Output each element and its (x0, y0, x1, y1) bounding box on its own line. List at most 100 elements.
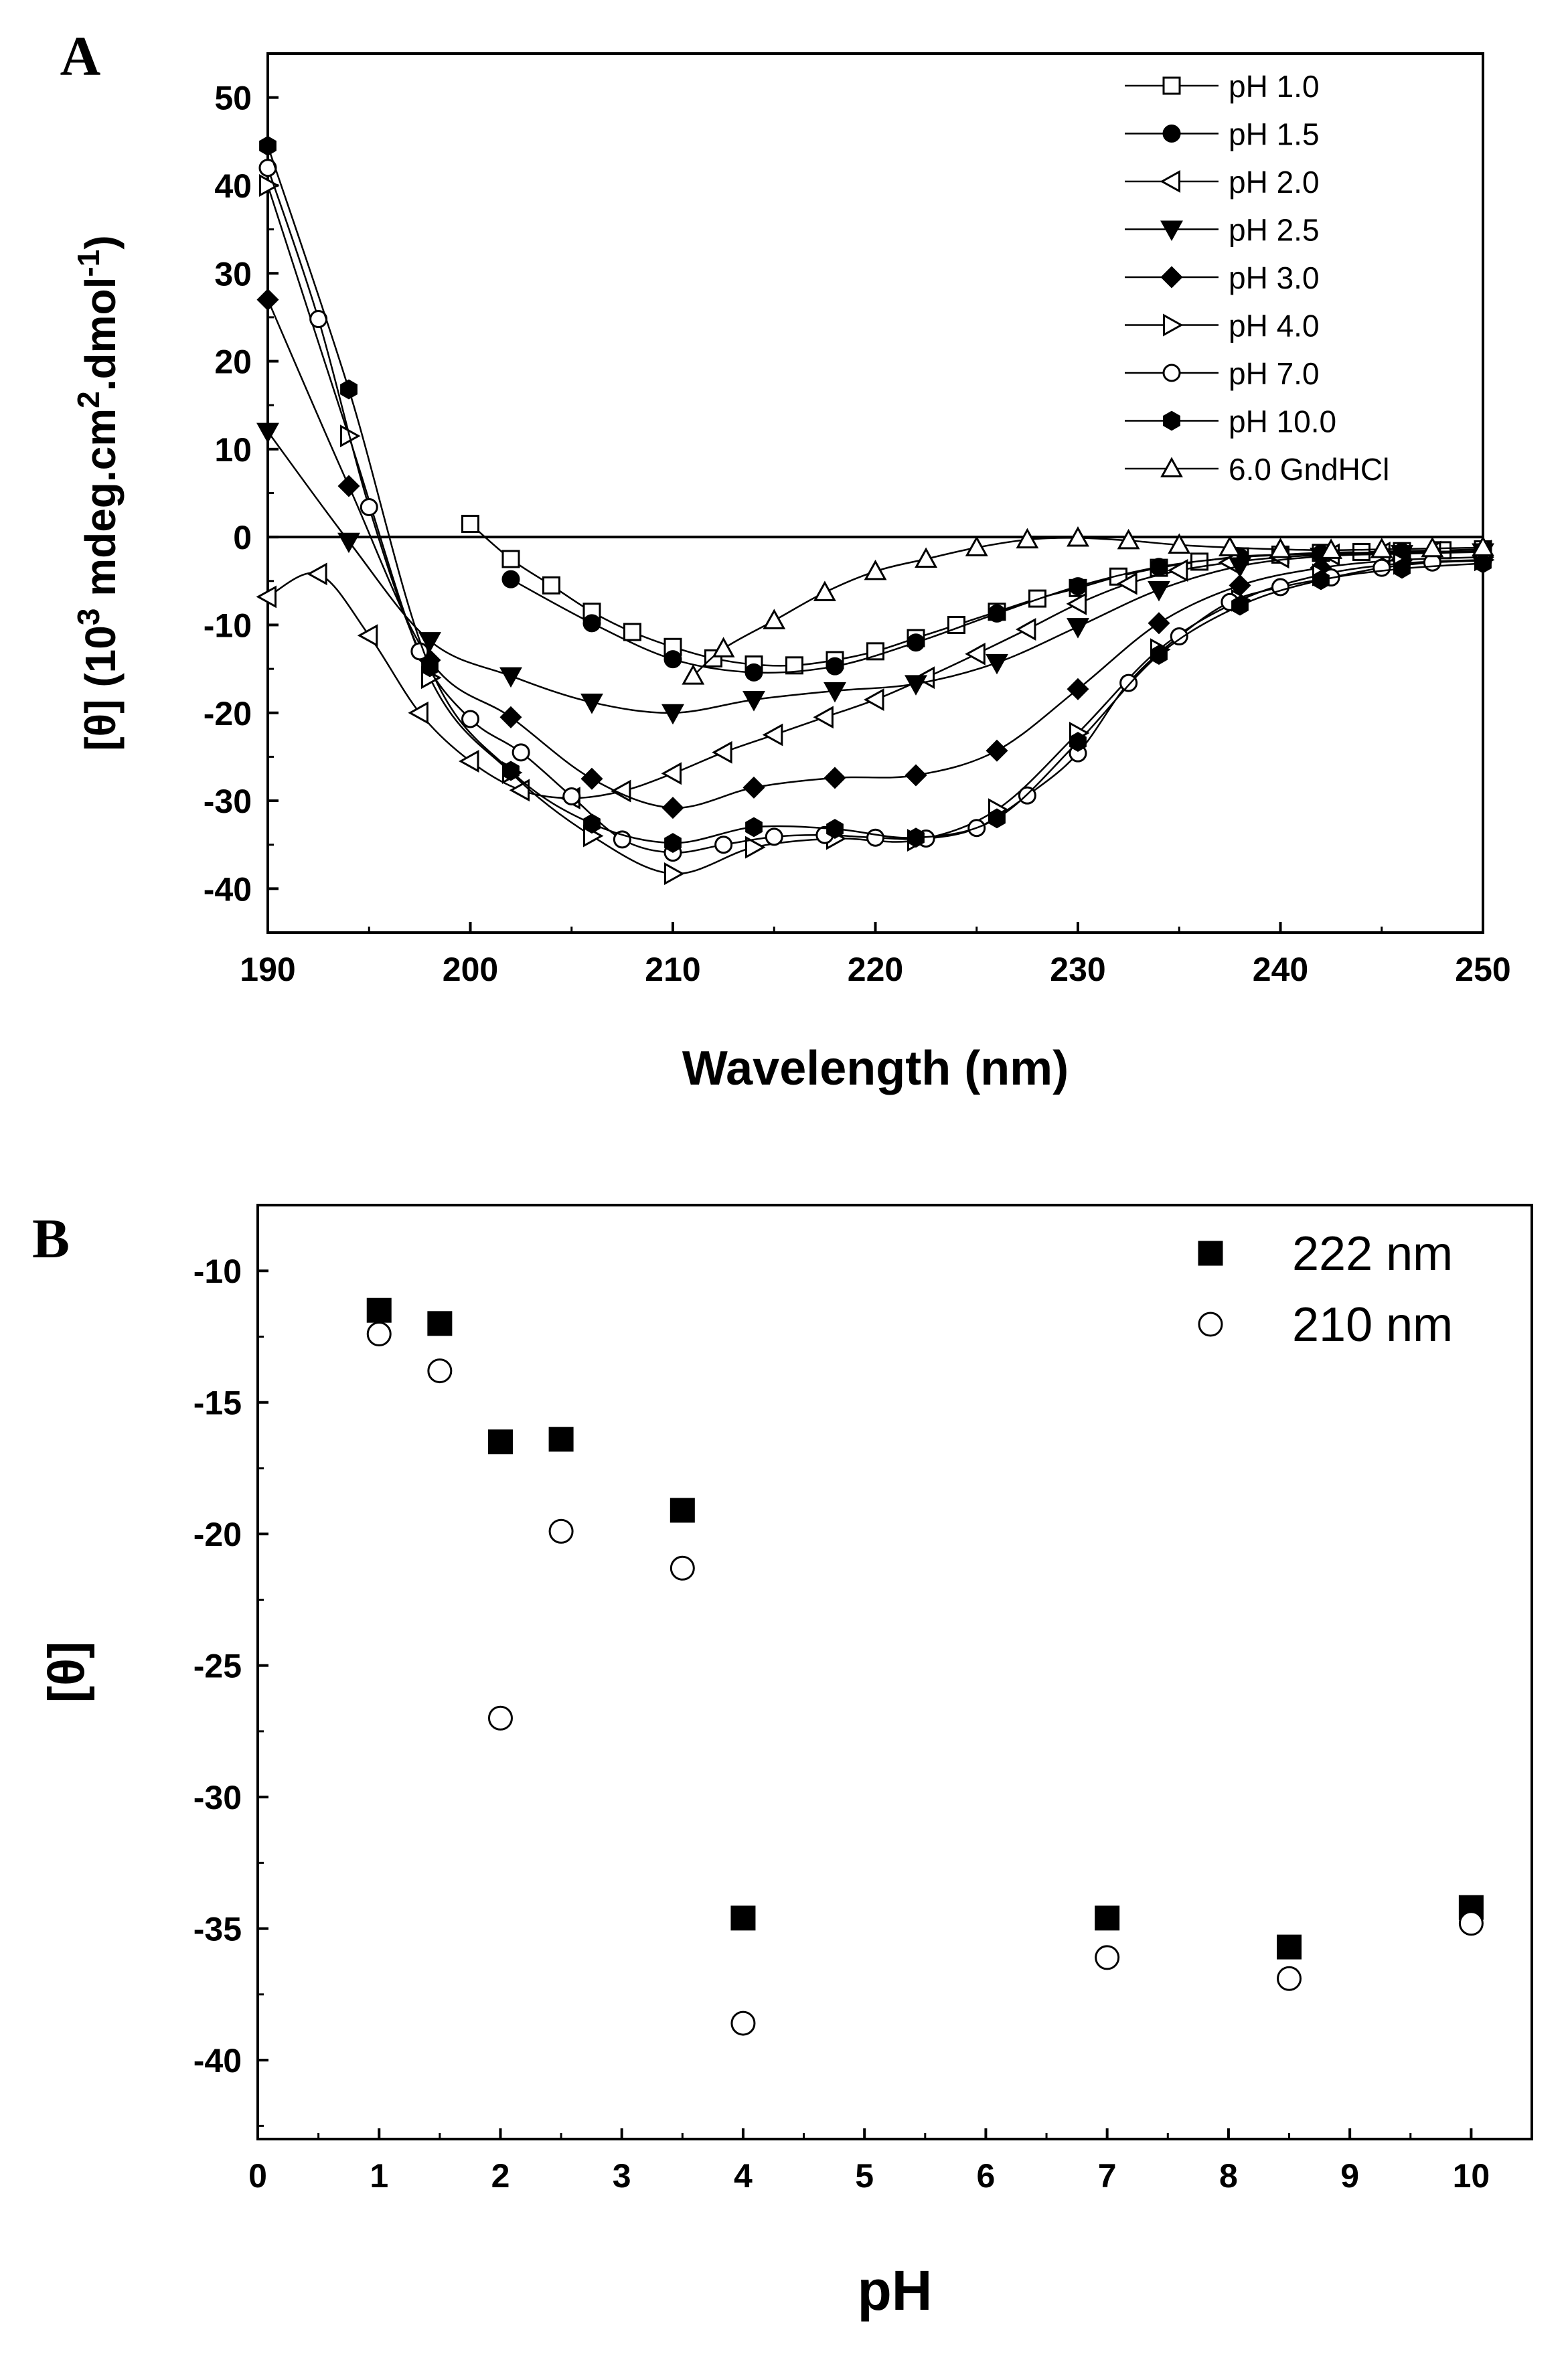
point-ph-4-0 (664, 862, 685, 885)
point-6-0-gndhcl (1370, 538, 1393, 558)
point-210-nm (487, 1705, 513, 1731)
point-6-0-gndhcl (1421, 536, 1444, 558)
point-210-nm (1277, 1966, 1302, 1991)
point-222-nm (427, 1311, 453, 1336)
point-ph-1-5 (988, 604, 1006, 623)
point-ph-10-0 (1474, 553, 1492, 574)
legend-marker-ph-2-0 (1160, 170, 1180, 193)
point-ph-7-0 (360, 498, 378, 517)
point-ph-7-0 (512, 743, 530, 762)
y-axis-title-part: .dmol (76, 277, 125, 392)
point-ph-7-0 (1170, 627, 1188, 646)
y-tick-label: 40 (214, 167, 252, 205)
point-ph-2-5 (1229, 557, 1251, 578)
legend-label-222-nm: 222 nm (1292, 1227, 1453, 1281)
y-tick-label: -40 (204, 870, 252, 908)
point-6-0-gndhcl (1117, 528, 1140, 550)
x-tick-label: 3 (613, 2157, 631, 2195)
x-tick-label: 4 (734, 2157, 753, 2195)
x-tick-label: 200 (443, 951, 498, 988)
x-tick-label: 210 (645, 951, 700, 988)
x-tick-label: 7 (1098, 2157, 1117, 2195)
point-6-0-gndhcl (1269, 538, 1292, 558)
legend-label-ph-1-5: pH 1.5 (1229, 117, 1320, 152)
point-ph-2-5 (824, 682, 846, 703)
legend-marker-ph-1-0 (1162, 76, 1181, 95)
point-222-nm (1095, 1905, 1120, 1931)
point-6-0-gndhcl (763, 609, 786, 629)
x-tick-label: 220 (848, 951, 903, 988)
legend-label-ph-7-0: pH 7.0 (1229, 356, 1320, 391)
point-ph-10-0 (1393, 558, 1411, 579)
point-ph-3-0 (905, 764, 927, 787)
x-tick-label: 230 (1050, 951, 1105, 988)
point-ph-2-0 (1117, 572, 1138, 595)
legend-marker-ph-2-5 (1160, 220, 1183, 241)
y-tick-label: -20 (204, 695, 252, 732)
point-ph-2-5 (580, 694, 603, 714)
y-axis-title-superscript: 3 (71, 609, 106, 626)
point-ph-2-0 (408, 701, 428, 724)
x-tick-label: 0 (248, 2157, 267, 2195)
point-ph-2-0 (864, 688, 884, 712)
point-ph-10-0 (1231, 595, 1249, 616)
point-ph-2-5 (905, 675, 927, 696)
point-ph-7-0 (714, 836, 733, 854)
panel-label-a: A (60, 25, 101, 88)
x-tick-label: 250 (1455, 951, 1510, 988)
point-ph-2-5 (742, 691, 765, 712)
point-ph-7-0 (562, 787, 581, 805)
point-222-nm (548, 1427, 574, 1452)
point-ph-1-0 (461, 514, 479, 533)
point-6-0-gndhcl (1168, 533, 1191, 554)
legend: pH 1.0 pH 1.5 pH 2.0 pH 2.5 pH 3.0 pH 4.0 pH 7… (1125, 69, 1389, 487)
y-axis-title-part: ) (76, 235, 125, 249)
point-ph-2-0 (813, 706, 834, 729)
legend-label-ph-2-5: pH 2.5 (1229, 213, 1320, 248)
point-ph-1-5 (501, 570, 520, 588)
series-ph-10-0 (259, 135, 1492, 854)
point-222-nm (730, 1905, 756, 1931)
y-axis-title: [θ] (103 mdeg.cm2.dmol-1) (71, 235, 125, 751)
point-6-0-gndhcl (1320, 538, 1343, 559)
y-tick-label: -20 (193, 1516, 242, 1553)
point-ph-2-0 (307, 562, 327, 586)
y-axis-title-superscript: 2 (71, 391, 106, 408)
legend-label-ph-10-0: pH 10.0 (1229, 404, 1336, 439)
point-ph-7-0 (1119, 674, 1138, 692)
point-ph-3-0 (1148, 612, 1170, 635)
point-ph-7-0 (461, 710, 479, 728)
y-tick-label: 50 (214, 80, 252, 117)
point-ph-1-0 (542, 576, 560, 595)
point-6-0-gndhcl (1067, 526, 1089, 547)
point-ph-3-0 (742, 776, 765, 799)
point-ph-10-0 (907, 828, 925, 848)
point-ph-1-5 (663, 650, 682, 669)
point-6-0-gndhcl (682, 664, 705, 685)
y-tick-label: -10 (193, 1253, 242, 1290)
point-222-nm (1277, 1934, 1302, 1960)
point-ph-10-0 (259, 135, 277, 156)
panel-b: 0 1 2 3 4 5 6 7 8 9 10 -40 -35 -30 -25 -20 -15 -10 BpH [θ] 2… (32, 1204, 1533, 2322)
y-axis-title-part: mdeg.cm (76, 408, 125, 609)
point-210-nm (670, 1555, 695, 1581)
point-ph-2-0 (256, 585, 277, 609)
point-210-nm (730, 2011, 756, 2036)
x-tick-label: 5 (855, 2157, 874, 2195)
point-210-nm (548, 1518, 574, 1544)
legend-marker-ph-10-0 (1163, 410, 1180, 431)
point-ph-2-5 (1067, 618, 1089, 639)
point-ph-1-5 (907, 633, 925, 652)
point-ph-1-5 (826, 657, 844, 676)
point-ph-2-5 (418, 632, 441, 653)
point-ph-4-0 (745, 836, 766, 859)
point-ph-3-0 (1067, 678, 1089, 700)
point-222-nm (487, 1429, 513, 1455)
y-tick-label: -15 (193, 1385, 242, 1422)
point-ph-3-0 (580, 767, 603, 790)
point-6-0-gndhcl (1472, 536, 1494, 556)
y-tick-label: -30 (193, 1779, 242, 1816)
point-210-nm (427, 1358, 453, 1384)
point-ph-10-0 (502, 761, 520, 781)
x-axis-title: Wavelength (nm) (682, 1042, 1069, 1095)
